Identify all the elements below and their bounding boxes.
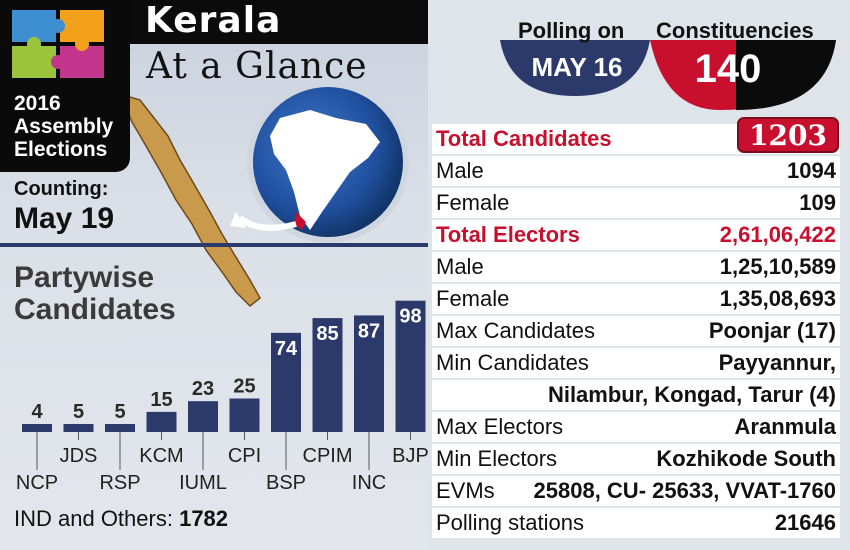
logo-line-1: Assembly [14,115,114,138]
polling-label: Polling on [518,18,625,43]
stats-value: Nilambur, Kongad, Tarur (4) [547,382,836,407]
total-candidates-value: 1203 [749,119,827,152]
logo-line-2: Elections [14,138,108,161]
stats-row: Female 1,35,08,693 [432,284,840,314]
stats-label: Min Electors [436,446,558,471]
stats-label: EVMs [436,478,495,503]
stats-value: 25808, CU- 25633, VVAT-1760 [533,478,836,503]
stats-value: Poonjar (17) [708,318,836,343]
stats-label: Total Candidates [436,126,612,151]
category-label: BJP [392,445,428,467]
bar-ncp [22,424,52,432]
counting-label: Counting: [14,178,109,200]
page-subtitle: At a Glance [146,46,368,87]
stats-value: 1,25,10,589 [719,254,836,279]
category-label: CPIM [303,445,353,467]
bar-value-label: 15 [150,389,172,411]
puzzle-icon [12,10,104,78]
bar-jds [63,424,94,432]
polling-badge-shape [500,40,650,96]
category-label: INC [352,472,386,494]
category-label: NCP [16,472,58,494]
logo-year: 2016 [14,92,61,115]
bar-iuml [188,401,218,432]
header-badges: MAY 16 140 [500,40,836,110]
category-label: RSP [99,472,140,494]
stats-value: Kozhikode South [656,446,836,471]
bar-bjp [395,300,426,432]
stats-row: Male 1094 [432,156,840,186]
stats-value: 1,35,08,693 [719,286,836,311]
bar-value-label: 85 [316,323,338,345]
constituency-count: 140 [695,47,762,91]
constituencies-label: Constituencies [656,18,814,43]
stats-row: Female 109 [432,188,840,218]
bar-value-label: 23 [192,378,214,400]
kerala-map [118,92,261,308]
bar-value-label: 5 [114,401,125,423]
stats-row: Max Electors Aranmula [432,412,840,442]
total-candidates-badge: 1203 [737,117,839,153]
category-label: CPI [228,445,261,467]
stats-label: Female [436,286,510,311]
bar-inc [354,315,384,432]
stats-row: Total Electors 2,61,06,422 [432,220,840,250]
category-label: KCM [139,445,183,467]
stats-label: Max Electors [436,414,564,439]
bar-value-label: 98 [399,306,421,328]
stats-row: Polling stations 21646 [432,508,840,538]
india-map-icon [270,110,380,230]
category-label: JDS [60,445,98,467]
divider-line [0,243,428,247]
category-label: IUML [179,472,227,494]
partywise-bar-chart: 4 NCP 5 JDS 5 RSP 15 KCM 23 IUML 25 CPI 74 BSP 85 CPIM 8… [16,300,428,494]
stats-value: 109 [799,190,836,215]
bar-rsp [105,424,135,432]
stats-label: Total Electors [436,222,580,247]
chart-title: Partywise Candidates [14,261,176,326]
stats-value: Payyannur, [718,350,836,375]
counting-date: May 19 [14,202,115,235]
bar-value-label: 25 [233,376,255,398]
stats-label: Polling stations [436,510,584,535]
polling-date: MAY 16 [531,52,622,82]
bar-cpi [229,398,260,432]
others-summary: IND and Others: 1782 [14,506,228,532]
category-label: BSP [266,472,306,494]
stats-row: Min Electors Kozhikode South [432,444,840,474]
bar-cpim [312,318,343,432]
stats-value: 1094 [787,158,836,183]
kerala-map-illustration [118,84,409,308]
stats-label: Max Candidates [436,318,595,343]
stats-label: Min Candidates [436,350,589,375]
stats-row: Nilambur, Kongad, Tarur (4) [432,380,840,410]
others-value: 1782 [179,506,229,531]
bar-bsp [271,332,301,432]
bar-value-label: 5 [73,401,84,423]
stats-label: Male [436,158,484,183]
page-title: Kerala [145,0,282,41]
stats-label: Male [436,254,484,279]
stats-value: Aranmula [734,414,836,439]
stats-row: Male 1,25,10,589 [432,252,840,282]
stats-row: Max Candidates Poonjar (17) [432,316,840,346]
others-label: IND and Others: [14,506,173,531]
stats-label: Female [436,190,510,215]
bar-value-label: 87 [358,320,380,342]
stats-row: Min Candidates Payyannur, [432,348,840,378]
stats-row: EVMs 25808, CU- 25633, VVAT-1760 [432,476,840,506]
bar-value-label: 74 [275,338,298,360]
bar-value-label: 4 [31,401,43,423]
stats-value: 2,61,06,422 [719,222,836,247]
stats-value: 21646 [774,510,836,535]
bar-kcm [146,411,177,432]
